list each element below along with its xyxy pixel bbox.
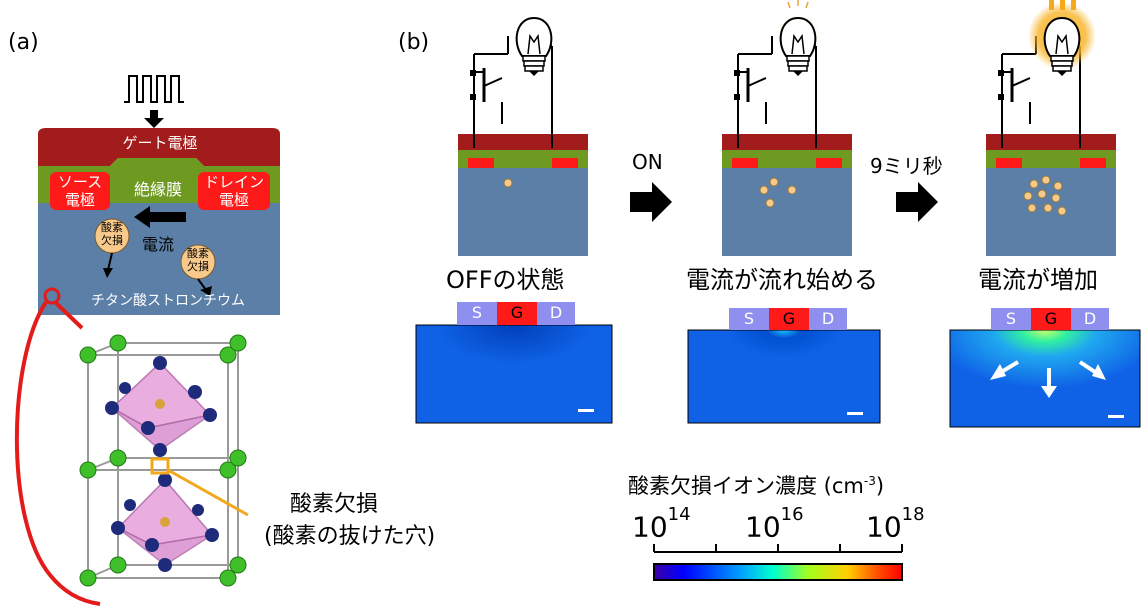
- concentration-map-increased: [949, 329, 1141, 428]
- pulse-signal-icon: [124, 75, 184, 103]
- vacancy-subtitle: (酸素の抜けた穴): [264, 524, 436, 549]
- step-label-off: OFFの状態: [446, 266, 565, 294]
- source-electrode: [50, 172, 110, 210]
- colorbar-title: 酸素欠損イオン濃度 (cm-3): [628, 474, 885, 498]
- colorbar-gradient: [653, 563, 903, 581]
- on-label: ON: [632, 150, 663, 174]
- insulator-label: 絶縁膜: [133, 180, 182, 199]
- source-electrode-label: ソース 電極: [57, 173, 103, 209]
- arrow-on-icon: [630, 182, 672, 222]
- vacancy-label-2: 酸素 欠損: [187, 247, 209, 273]
- vacancy-title: 酸素欠損: [290, 492, 379, 517]
- sgd-g-1: G: [510, 303, 524, 322]
- device-increased: [986, 34, 1116, 256]
- 9ms-label: 9ミリ秒: [870, 154, 943, 178]
- down-arrow-icon: [144, 110, 164, 128]
- sgd-s-2: S: [743, 309, 755, 328]
- drain-electrode-label: ドレイン 電極: [203, 173, 264, 209]
- sgd-g-2: G: [782, 309, 796, 328]
- current-arrow-icon: [134, 206, 186, 228]
- panel-a-label: (a): [8, 30, 39, 55]
- colorbar-tick-16: 1016: [745, 504, 804, 544]
- colorbar-tick-18: 1018: [866, 504, 925, 544]
- device-off: [458, 34, 588, 256]
- zoom-bracket: [14, 300, 101, 606]
- sgd-s-3: S: [1005, 309, 1017, 328]
- sgd-s-1: S: [471, 303, 483, 322]
- bulb-bright-icon: [1028, 0, 1096, 77]
- colorbar: [653, 544, 903, 581]
- sgd-g-3: G: [1044, 309, 1058, 328]
- drain-electrode: [198, 172, 270, 210]
- vacancy-marker: [150, 457, 170, 475]
- sgd-d-2: D: [821, 309, 835, 328]
- step-label-on: 電流が流れ始める: [686, 266, 878, 294]
- sgd-d-1: D: [549, 303, 563, 322]
- colorbar-tick-14: 1014: [632, 504, 691, 544]
- zoom-circle: [43, 287, 61, 305]
- gate-electrode-label: ゲート電極: [122, 134, 198, 152]
- bulb-off-icon: [515, 17, 553, 77]
- vacancy-label-1: 酸素 欠損: [101, 221, 123, 247]
- concentration-map-off: [415, 324, 613, 424]
- current-label: 電流: [142, 235, 175, 254]
- concentration-map-on: [687, 329, 881, 424]
- sgd-d-3: D: [1083, 309, 1097, 328]
- panel-b-label: (b): [398, 30, 430, 55]
- bulb-dim-icon: [776, 0, 820, 77]
- substrate-label: チタン酸ストロンチウム: [91, 293, 245, 309]
- device-on: [722, 34, 852, 256]
- gate-layer: [38, 128, 280, 166]
- panel-a-device-diagram: [14, 75, 280, 606]
- arrow-9ms-icon: [896, 182, 938, 222]
- step-label-increased: 電流が増加: [978, 266, 1098, 294]
